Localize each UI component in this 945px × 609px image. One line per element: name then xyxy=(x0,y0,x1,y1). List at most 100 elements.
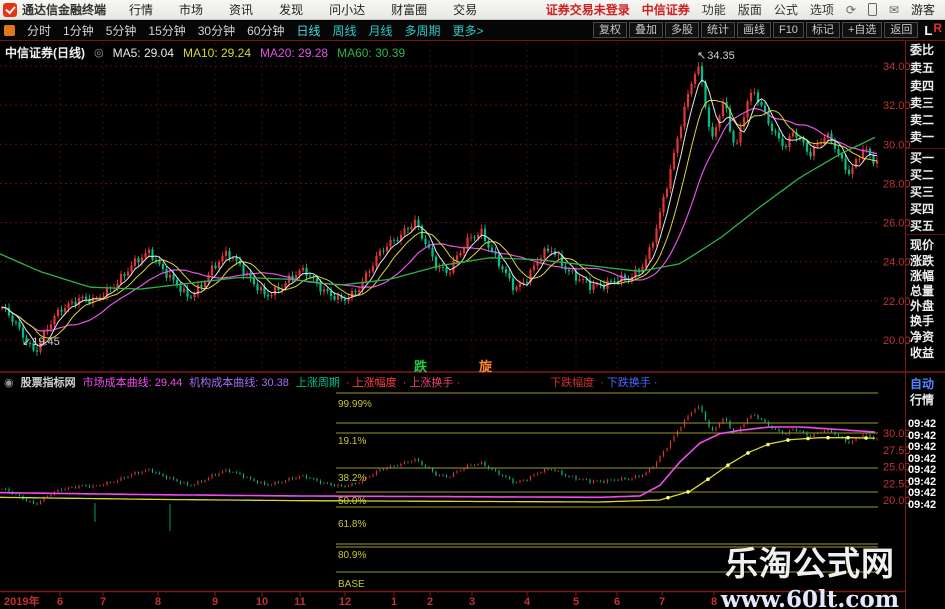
period-item[interactable]: 5分钟 xyxy=(105,23,137,38)
quote-row: 换手 xyxy=(910,314,935,328)
panel-toggle-icon[interactable] xyxy=(4,24,15,36)
period-list: 分时 1分钟 5分钟 15分钟 30分钟 60分钟 日线 周线 月线 多周期 xyxy=(21,22,447,39)
toolbar-button[interactable]: F10 xyxy=(772,22,804,38)
menubar-item[interactable]: 资讯 xyxy=(229,3,254,17)
price-axis-label: 25.00 xyxy=(883,462,911,474)
price-axis-label: 34.00 xyxy=(883,61,911,73)
price-axis-label: 24.00 xyxy=(883,257,911,269)
broker-name[interactable]: 中信证券 xyxy=(641,3,690,17)
fib-level-label: 99.99% xyxy=(338,399,372,410)
legend-item: · 上涨幅度 xyxy=(345,377,397,389)
indicator-legend: 上涨周期 · 上涨幅度 · 上涨换手 · 下跌幅度 · 下跌换手 · xyxy=(296,374,658,390)
menubar-menu-item[interactable]: 功能 xyxy=(701,3,726,17)
menubar-menu-item[interactable]: 版面 xyxy=(737,3,762,17)
quote-tab-label[interactable]: 行情 xyxy=(910,393,935,407)
low-value: 19.45 xyxy=(32,336,60,348)
ma-label: MA60: 30.39 xyxy=(337,45,406,60)
quote-row: 外盘 xyxy=(910,299,935,313)
menubar-item[interactable]: 交易 xyxy=(453,3,478,17)
badge-r: R xyxy=(933,21,942,35)
period-item[interactable]: 多周期 xyxy=(404,23,441,38)
period-item[interactable]: 1分钟 xyxy=(63,23,94,38)
chart-title-row: 中信证券(日线) MA5: 29.04 MA10: 29.24 MA20: 29.2… xyxy=(5,44,405,61)
toolbar-button[interactable]: 叠加 xyxy=(628,22,663,38)
time-axis-label: 1 xyxy=(391,596,397,608)
period-item[interactable]: 月线 xyxy=(368,23,393,38)
time-axis-label: 4 xyxy=(524,596,531,608)
signal-marker: 旋 xyxy=(479,359,493,374)
signal-marker: 跌 xyxy=(414,359,428,374)
quote-row: 卖四 xyxy=(910,79,935,93)
indicator-header: 股票指标网 市场成本曲线: 29.44 机构成本曲线: 30.38 上涨周期 · 上… xyxy=(4,374,658,390)
cost-labels: 市场成本曲线: 29.44 机构成本曲线: 30.38 xyxy=(83,374,289,390)
toolbar-button[interactable]: 标记 xyxy=(805,22,840,38)
badge-l: L xyxy=(924,22,933,38)
menubar-item[interactable]: 发现 xyxy=(279,3,304,17)
quote-row: 委比 xyxy=(910,43,935,57)
quote-row: 涨幅 xyxy=(910,269,935,283)
fib-level-label: 19.1% xyxy=(338,436,366,447)
login-status[interactable]: 证券交易未登录 xyxy=(545,3,630,17)
menubar-item[interactable]: 问小达 xyxy=(329,3,366,17)
menubar-menu-item[interactable]: 选项 xyxy=(809,3,834,17)
sidebar-divider xyxy=(906,234,945,235)
tick-time: 09:42 xyxy=(908,487,937,499)
quote-row: 现价 xyxy=(910,238,935,252)
stock-title[interactable]: 中信证券(日线) xyxy=(5,46,85,60)
menubar-item[interactable]: 行情 xyxy=(129,3,154,17)
message-icon[interactable] xyxy=(889,4,899,16)
menubar-item[interactable]: 市场 xyxy=(179,3,204,17)
time-axis-label: 12 xyxy=(339,596,351,608)
period-item[interactable]: 60分钟 xyxy=(247,23,285,38)
time-axis-label: 2 xyxy=(427,596,433,608)
time-axis-label: 6 xyxy=(614,596,620,608)
price-axis-label: 27.50 xyxy=(883,445,911,457)
menubar-menu-item[interactable]: 公式 xyxy=(773,3,798,17)
fib-level-label: 38.2% xyxy=(338,473,366,484)
toolbar-button[interactable]: 复权 xyxy=(592,22,627,38)
menubar-item[interactable]: 财富圈 xyxy=(391,3,428,17)
refresh-icon[interactable] xyxy=(846,4,856,16)
ma-label: MA20: 29.28 xyxy=(260,45,329,60)
user-guest-button[interactable]: 游客 xyxy=(910,3,935,17)
time-axis-label: 3 xyxy=(469,596,475,608)
period-item[interactable]: 日线 xyxy=(296,23,321,38)
time-axis-label: 8 xyxy=(711,596,717,608)
toolbar-button[interactable]: +自选 xyxy=(841,22,883,38)
quote-row: 收益 xyxy=(910,346,935,360)
institution-cost-label: 机构成本曲线: 30.38 xyxy=(189,377,289,389)
legend-item: · 上涨换手 · xyxy=(402,377,461,389)
high-annotation: 34.35 xyxy=(697,49,735,62)
time-axis-year: 2019年 xyxy=(4,594,39,608)
period-item[interactable]: 周线 xyxy=(332,23,357,38)
period-item[interactable]: 30分钟 xyxy=(197,23,236,38)
more-periods-button[interactable]: 更多> xyxy=(452,23,484,38)
tick-time: 09:42 xyxy=(908,452,937,465)
toolbar-button[interactable]: 画线 xyxy=(736,22,771,38)
time-axis-label: 9 xyxy=(212,596,218,608)
auto-label[interactable]: 自动 xyxy=(910,377,935,391)
time-axis-label: 10 xyxy=(256,596,268,608)
tick-time: 09:42 xyxy=(908,418,937,430)
quote-row: 总量 xyxy=(910,284,935,298)
indicator-source: 股票指标网 xyxy=(20,377,76,389)
indicator-icon[interactable] xyxy=(4,376,14,389)
price-axis-label: 20.00 xyxy=(883,495,911,507)
stock-info-icon[interactable] xyxy=(94,46,104,59)
price-axis-label: 30.00 xyxy=(883,139,911,151)
time-axis-label: 6 xyxy=(57,596,63,608)
toolbar-button[interactable]: 统计 xyxy=(700,22,735,38)
time-axis-label: 7 xyxy=(659,596,665,608)
toolbar-button[interactable]: 多股 xyxy=(664,22,699,38)
period-item[interactable]: 15分钟 xyxy=(148,23,186,38)
toolbar-button[interactable]: 返回 xyxy=(884,22,919,38)
toolbar-button-list: 复权 叠加 多股 统计 画线 F10 标记 +自选 返回 xyxy=(592,22,919,38)
mobile-icon[interactable] xyxy=(867,3,877,16)
price-axis-label: 30.00 xyxy=(883,428,911,440)
quote-row: 买二 xyxy=(910,168,935,182)
price-axis-label: 20.00 xyxy=(883,335,911,347)
period-item[interactable]: 分时 xyxy=(27,23,52,38)
